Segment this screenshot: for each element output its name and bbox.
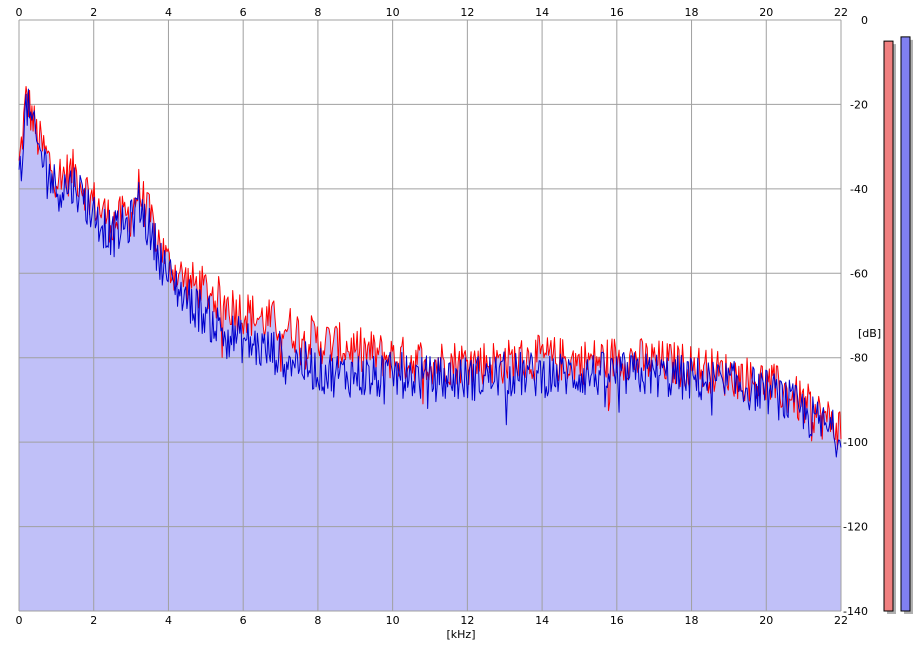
x-tick-label-bottom: 18: [685, 614, 699, 627]
x-tick-label-top: 16: [610, 6, 624, 19]
spectrum-fill-area: [19, 86, 841, 611]
x-tick-label-bottom: 16: [610, 614, 624, 627]
y-tick-label: -40: [850, 183, 868, 196]
spectrum-fill-layer: [19, 86, 841, 611]
y-tick-label: -100: [843, 436, 868, 449]
x-tick-label-bottom: 22: [834, 614, 848, 627]
y-tick-label: -120: [843, 521, 868, 534]
x-tick-label-top: 6: [240, 6, 247, 19]
x-tick-label-bottom: 4: [165, 614, 172, 627]
x-tick-label-bottom: 2: [90, 614, 97, 627]
x-tick-labels-top: 0 2 4 6 8 10 12 14 16 18 20 22: [16, 6, 849, 19]
series-layer: [18, 85, 842, 458]
level-meter-blue: [900, 36, 911, 612]
level-meters: [883, 36, 913, 615]
series-line-blue: [18, 88, 842, 458]
x-tick-label-top: 8: [314, 6, 321, 19]
x-tick-label-bottom: 12: [460, 614, 474, 627]
x-tick-label-top: 14: [535, 6, 549, 19]
x-tick-labels-bottom: 0 2 4 6 8 10 12 14 16 18 20 22: [16, 614, 849, 627]
y-tick-label: -20: [850, 98, 868, 111]
level-meter-red: [883, 40, 894, 612]
y-axis-unit-label: [dB]: [858, 327, 881, 340]
x-tick-label-bottom: 8: [314, 614, 321, 627]
y-tick-labels: 0 -20 -40 -60 -80 -100 -120 -140: [843, 14, 868, 618]
y-tick-label: 0: [861, 14, 868, 27]
x-tick-label-bottom: 10: [386, 614, 400, 627]
y-tick-label: -60: [850, 267, 868, 280]
x-tick-label-top: 0: [16, 6, 23, 19]
x-tick-label-bottom: 20: [759, 614, 773, 627]
x-tick-label-top: 12: [460, 6, 474, 19]
x-axis-unit-label: [kHz]: [447, 628, 476, 641]
x-tick-label-top: 18: [685, 6, 699, 19]
x-tick-label-top: 22: [834, 6, 848, 19]
x-tick-label-top: 20: [759, 6, 773, 19]
x-tick-label-bottom: 0: [16, 614, 23, 627]
x-tick-label-top: 4: [165, 6, 172, 19]
x-tick-label-bottom: 6: [240, 614, 247, 627]
y-tick-label: -140: [843, 605, 868, 618]
x-tick-label-top: 2: [90, 6, 97, 19]
x-tick-label-bottom: 14: [535, 614, 549, 627]
y-tick-label: -80: [850, 352, 868, 365]
x-tick-label-top: 10: [386, 6, 400, 19]
